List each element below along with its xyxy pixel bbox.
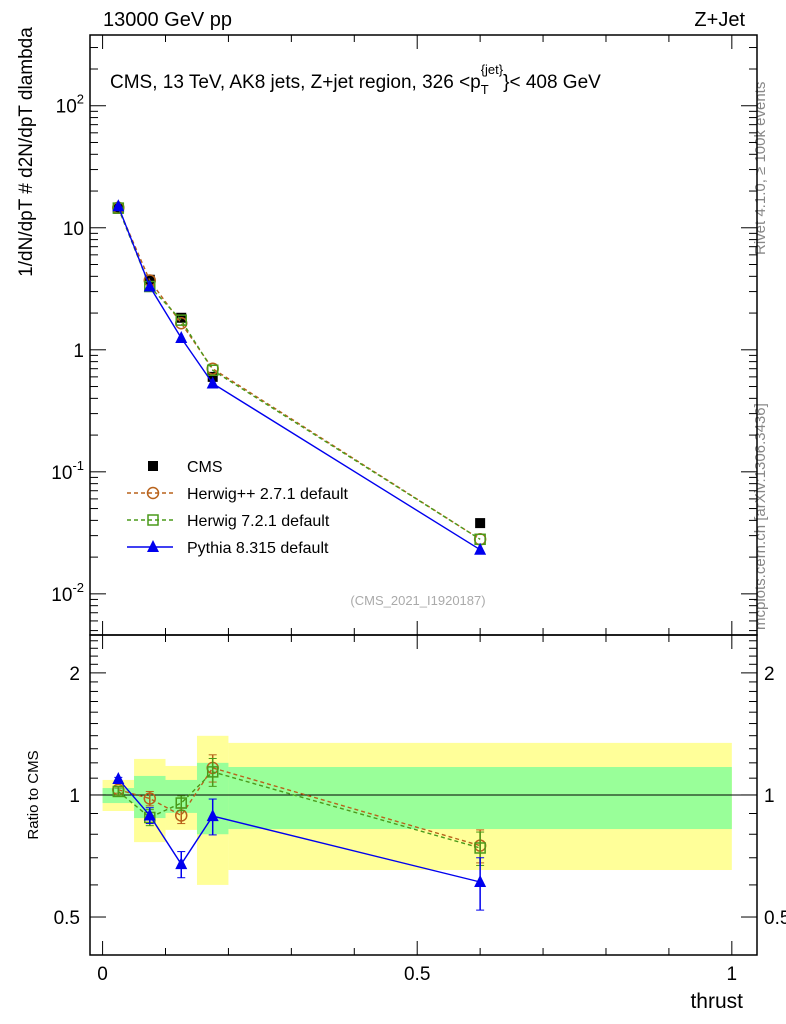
legend-marker (147, 540, 159, 552)
legend-marker (146, 486, 160, 500)
ratio-point (112, 785, 125, 798)
y-tick-label: 102 (56, 92, 84, 118)
ratio-line-0 (118, 767, 481, 847)
legend-label: Herwig++ 2.7.1 default (187, 486, 349, 503)
legend-marker (147, 514, 159, 526)
data-point (143, 279, 156, 292)
ratio-point (474, 874, 487, 887)
x-tick-label: 1 (727, 964, 738, 985)
watermark: (CMS_2021_I1920187) (350, 593, 485, 608)
x-axis-title: thrust (690, 990, 743, 1013)
ratio-y-title: Ratio to CMS (25, 750, 42, 839)
ratio-y-tick-label: 1 (69, 786, 80, 807)
main-title: CMS, 13 TeV, AK8 jets, Z+jet region, 326… (110, 62, 601, 97)
legend-label: Herwig 7.2.1 default (187, 513, 330, 530)
x-tick-label: 0 (97, 964, 108, 985)
data-point (175, 314, 187, 326)
ratio-point (474, 842, 486, 854)
ratio-y-tick-label-right: 0.5 (764, 908, 786, 929)
ratio-y-tick-label-right: 1 (764, 786, 775, 807)
legend-label: CMS (187, 459, 223, 476)
ratio-point (112, 771, 125, 784)
data-point (112, 199, 125, 212)
plot-marks: 0 0.5 1 10-2 10-1 1 10 102 0.5 0.5 1 1 2 2 CMS Herwig++… (51, 34, 786, 985)
data-point (206, 364, 219, 376)
series-line-1 (117, 207, 481, 540)
ratio-y-tick-label-right: 2 (764, 664, 775, 685)
data-point (475, 518, 486, 529)
ratio-y-tick-label: 0.5 (54, 908, 80, 929)
rivet-label: Rivet 4.1.0, ≥ 100k events (752, 82, 769, 255)
data-point (175, 330, 188, 343)
ratio-point (143, 792, 157, 805)
y-tick-label: 10 (63, 219, 84, 240)
header-left: 13000 GeV pp (103, 9, 232, 31)
legend-marker (148, 461, 158, 471)
y-tick-label: 10-1 (51, 458, 84, 484)
header-right: Z+Jet (694, 9, 745, 31)
ratio-point (175, 797, 187, 809)
ratio-point (175, 857, 188, 870)
y-tick-label: 1 (73, 341, 84, 362)
x-tick-label: 0.5 (404, 964, 430, 985)
y-tick-label: 10-2 (51, 580, 84, 606)
ratio-y-tick-label: 2 (69, 664, 80, 685)
ratio-point (206, 766, 219, 778)
mcplots-label: mcplots.cern.ch [arXiv:1306.3436] (752, 403, 769, 630)
data-point (206, 376, 219, 389)
ratio-point (206, 809, 219, 822)
ratio-line-1 (117, 771, 481, 849)
band-green (228, 767, 732, 830)
legend-label: Pythia 8.315 default (187, 540, 329, 557)
svg-text:CMS, 13 TeV, AK8 jets, Z+jet r: CMS, 13 TeV, AK8 jets, Z+jet region, 326… (110, 62, 601, 97)
data-point (474, 542, 487, 555)
y-axis-title: 1/dN/dpT # d2N/dpT dlambda (16, 27, 37, 277)
ratio-point (143, 808, 156, 821)
